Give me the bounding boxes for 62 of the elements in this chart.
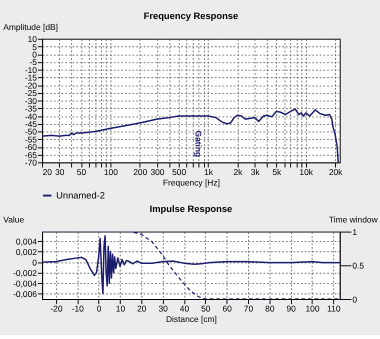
legend-label: Unnamed-2 [56, 190, 105, 200]
x-tick-label: 30 [55, 166, 65, 177]
x-tick-label: -20 [50, 304, 63, 314]
x-tick-label: 30 [158, 304, 168, 314]
y-tick-label: -65 [24, 150, 38, 160]
y-tick-label: -70 [24, 158, 38, 168]
x-axis-title: Frequency [Hz] [162, 177, 220, 188]
x-tick-label: 110 [327, 304, 341, 314]
chart-title: Frequency Response [144, 11, 238, 22]
x-tick-label: 20 [42, 166, 52, 177]
x-tick-label: 100 [104, 166, 118, 177]
y-tick-label: -45 [24, 119, 38, 130]
x-tick-label: 20k [328, 166, 344, 177]
x-tick-label: 100 [305, 304, 320, 314]
x-tick-label: 3k [250, 166, 260, 177]
x-tick-label: 70 [244, 304, 254, 314]
y-tick-label: 0,004 [16, 236, 38, 246]
y2-tick-label: 0 [352, 294, 358, 304]
x-tick-label: 10k [299, 166, 314, 177]
y-axis-title: Value [3, 214, 24, 225]
x-tick-label: 5k [272, 166, 282, 177]
y-tick-label: -35 [24, 104, 38, 114]
x-tick-label: 300 [150, 166, 165, 177]
x-tick-label: -10 [72, 304, 84, 314]
y-tick-label: -60 [24, 142, 38, 152]
x-tick-label: 90 [286, 304, 296, 314]
y2-tick-label: 0.5 [352, 260, 364, 271]
y-tick-label: 0 [32, 257, 38, 268]
x-tick-label: 40 [180, 304, 190, 314]
y-tick-label: 0,002 [16, 246, 38, 257]
y-tick-label: -40 [24, 111, 38, 122]
x-axis-title: Distance [cm] [166, 314, 217, 324]
x-tick-label: 20 [137, 304, 147, 314]
annotation: Gating [194, 130, 204, 158]
x-tick-label: 60 [222, 304, 232, 314]
y-tick-label: 0 [32, 50, 38, 60]
y-tick-label: -0,002 [13, 268, 38, 278]
x-tick-label: 1k [204, 166, 214, 177]
x-tick-label: 50 [201, 304, 211, 314]
y-tick-label: -10 [24, 64, 38, 75]
y-tick-label: -15 [24, 72, 38, 83]
y-tick-label: -0,004 [13, 278, 38, 288]
x-tick-label: 2k [233, 166, 244, 177]
x-tick-label: 80 [265, 304, 275, 314]
y2-axis-title: Time window [328, 214, 379, 225]
y-tick-label: -5 [29, 57, 38, 68]
y-tick-label: 10 [28, 34, 38, 44]
chart-title: Impulse Response [150, 204, 232, 214]
x-tick-label: 0 [96, 304, 102, 314]
y-tick-label: 5 [32, 42, 38, 52]
y-tick-label: -55 [24, 134, 38, 144]
x-tick-label: 500 [172, 166, 186, 177]
y-axis-title: Amplitude [dB] [3, 22, 58, 32]
y-tick-label: -20 [24, 80, 38, 90]
y-tick-label: -0,006 [13, 289, 38, 300]
x-tick-label: 200 [133, 166, 148, 177]
y-tick-label: -50 [24, 126, 38, 137]
y-tick-label: -30 [24, 96, 38, 106]
y2-tick-label: 1 [352, 226, 358, 237]
x-tick-label: 50 [76, 166, 86, 177]
x-tick-label: 10 [116, 304, 126, 314]
y-tick-label: -25 [24, 88, 38, 98]
